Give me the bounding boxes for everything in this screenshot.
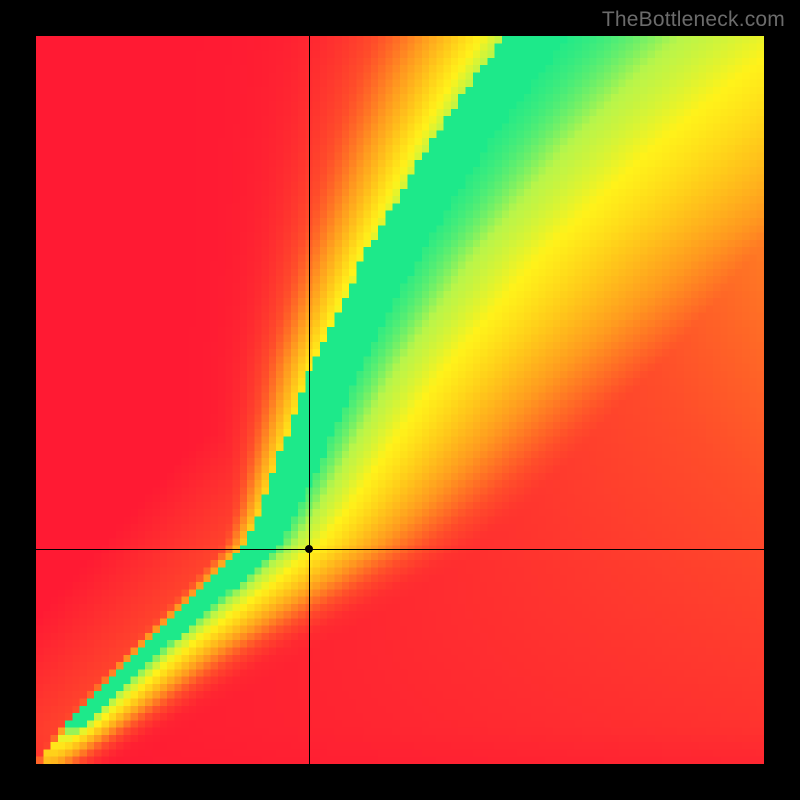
chart-container: TheBottleneck.com: [0, 0, 800, 800]
heatmap-canvas: [36, 36, 764, 764]
crosshair-vertical: [309, 36, 310, 764]
crosshair-dot: [305, 545, 313, 553]
crosshair-horizontal: [36, 549, 764, 550]
watermark-text: TheBottleneck.com: [602, 8, 785, 32]
